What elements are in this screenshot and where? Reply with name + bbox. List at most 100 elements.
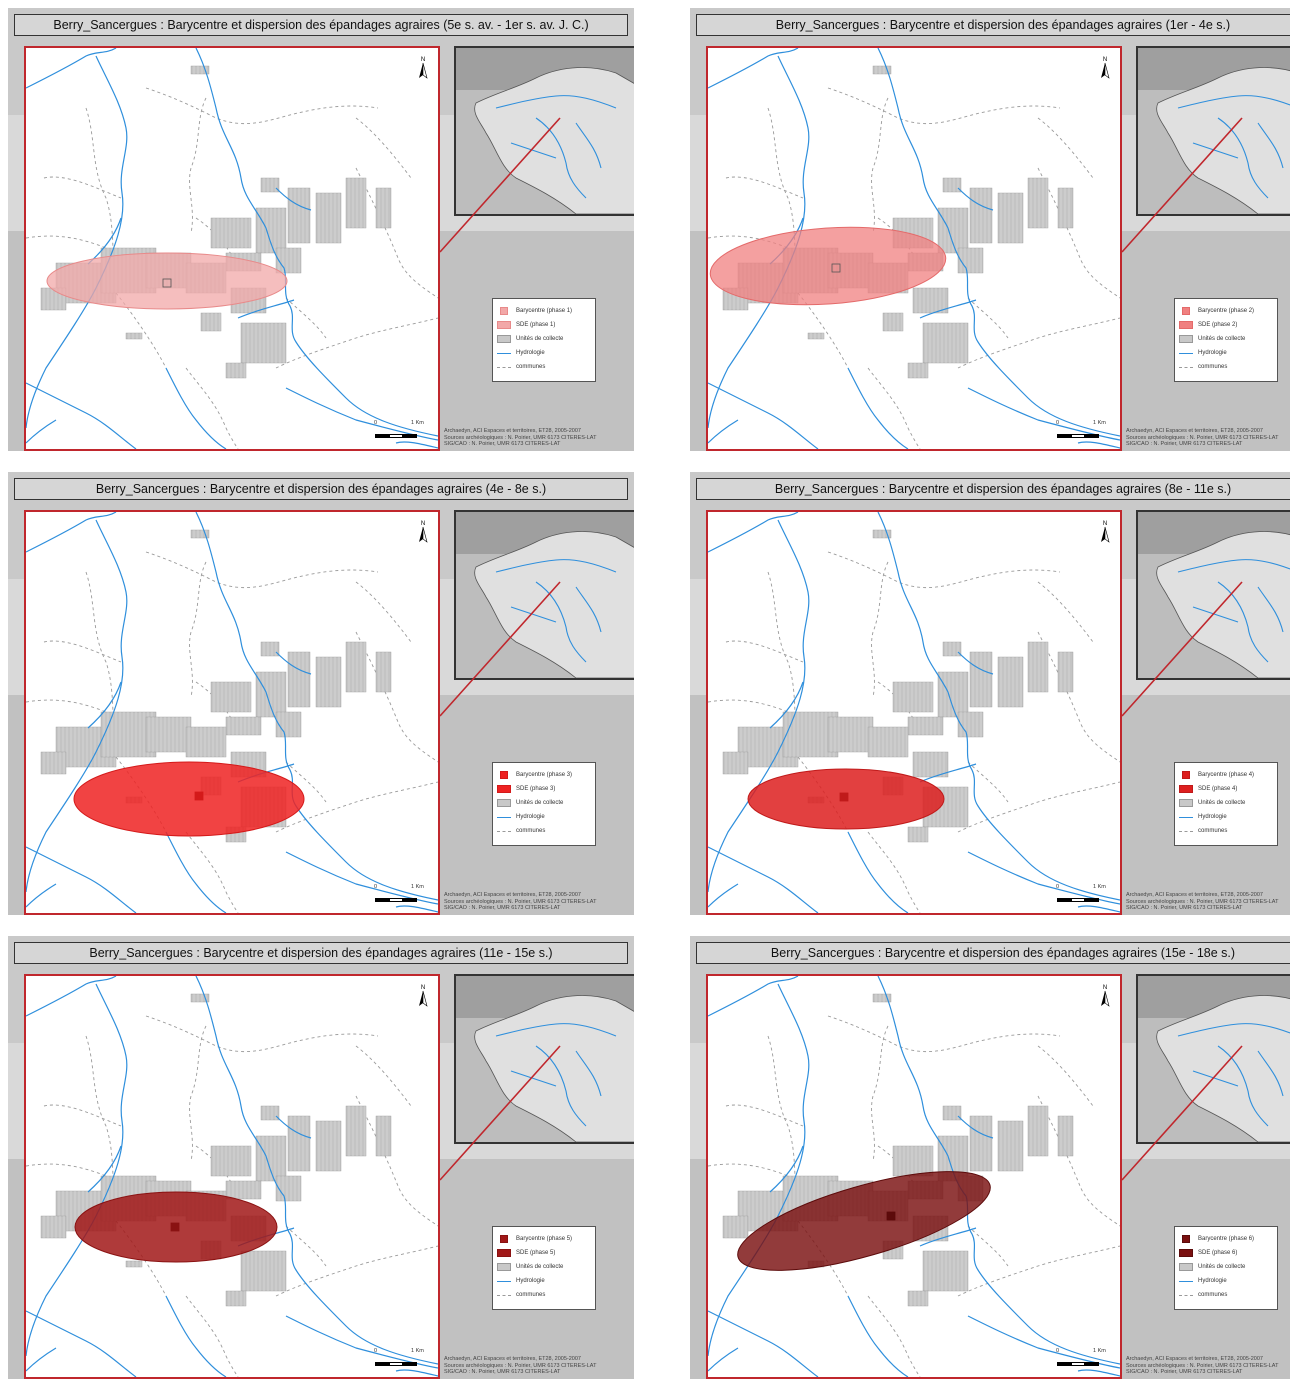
collection-unit	[225, 716, 262, 736]
collection-unit	[969, 651, 993, 708]
collection-unit	[240, 322, 287, 364]
sde-swatch-icon	[1179, 1249, 1193, 1257]
legend-item: Unités de collecte	[1179, 332, 1273, 346]
legend-label: Barycentre (phase 2)	[1198, 308, 1255, 314]
map-legend: Barycentre (phase 5) SDE (phase 5) Unités …	[492, 1226, 596, 1310]
collection-unit	[200, 312, 222, 332]
collection-unit	[1057, 1115, 1074, 1157]
svg-text:N: N	[421, 985, 425, 991]
svg-text:N: N	[1103, 57, 1107, 63]
collection-unit	[942, 1105, 962, 1121]
locator-canvas	[456, 512, 634, 678]
legend-item: Barycentre (phase 1)	[497, 304, 591, 318]
legend-item: Barycentre (phase 3)	[497, 768, 591, 782]
legend-label: Hydrologie	[1198, 814, 1227, 820]
legend-label: communes	[516, 828, 546, 834]
legend-item: Hydrologie	[497, 810, 591, 824]
collection-unit	[922, 1250, 969, 1292]
collection-unit	[892, 1145, 934, 1177]
legend-item: Hydrologie	[1179, 346, 1273, 360]
legend-item: communes	[1179, 360, 1273, 374]
north-arrow-icon: N	[1098, 54, 1112, 82]
locator-canvas	[1138, 48, 1290, 214]
hydrology-line-icon	[1179, 816, 1193, 818]
legend-item: Hydrologie	[1179, 1274, 1273, 1288]
map-credits: Archaedyn, ACI Espaces et territoires, E…	[444, 428, 634, 448]
collection-unit	[912, 751, 949, 778]
legend-label: Hydrologie	[1198, 1278, 1227, 1284]
locator-map	[1136, 974, 1290, 1144]
map-panel-phase-3: Berry_Sancergues : Barycentre et dispers…	[8, 472, 634, 915]
main-map	[24, 46, 440, 451]
legend-item: SDE (phase 1)	[497, 318, 591, 332]
collection-unit	[957, 711, 984, 738]
locator-map	[1136, 46, 1290, 216]
legend-label: SDE (phase 4)	[1198, 786, 1238, 792]
communes-line-icon	[497, 366, 511, 368]
barycentre-marker	[831, 263, 841, 273]
north-arrow-icon: N	[416, 982, 430, 1010]
collection-unit	[997, 656, 1024, 708]
north-arrow-icon: N	[416, 518, 430, 546]
legend-item: Barycentre (phase 5)	[497, 1232, 591, 1246]
map-legend: Barycentre (phase 4) SDE (phase 4) Unités …	[1174, 762, 1278, 846]
credit-line: SIG/CAO : N. Poirier, UMR 6173 CITERES-L…	[444, 441, 561, 447]
collection-unit	[210, 681, 252, 713]
scale-km-label: 1 Km	[1093, 884, 1106, 890]
collection-unit	[40, 1215, 67, 1239]
collection-unit	[345, 641, 367, 693]
map-canvas	[708, 976, 1120, 1377]
scale-bar: 0 1 Km	[1053, 884, 1109, 908]
sde-swatch-icon	[497, 785, 511, 793]
map-canvas	[26, 976, 438, 1377]
collection-unit	[315, 656, 342, 708]
legend-label: Barycentre (phase 5)	[516, 1236, 573, 1242]
collection-unit	[957, 247, 984, 274]
collection-unit	[260, 1105, 280, 1121]
map-credits: Archaedyn, ACI Espaces et territoires, E…	[1126, 1356, 1290, 1376]
sde-ellipse	[709, 226, 947, 306]
collection-units-swatch-icon	[1179, 799, 1193, 807]
communes-line-icon	[497, 1294, 511, 1296]
map-credits: Archaedyn, ACI Espaces et territoires, E…	[444, 1356, 634, 1376]
collection-unit	[1057, 651, 1074, 693]
barycentre-swatch-icon	[1182, 307, 1190, 315]
communes-line-icon	[1179, 830, 1193, 832]
credit-line: Archaedyn, ACI Espaces et territoires, E…	[444, 892, 581, 898]
credit-line: SIG/CAO : N. Poirier, UMR 6173 CITERES-L…	[1126, 441, 1243, 447]
barycentre-marker	[194, 791, 204, 801]
collection-unit	[125, 1260, 143, 1268]
legend-label: Unités de collecte	[1198, 336, 1246, 342]
collection-unit	[922, 322, 969, 364]
legend-label: Barycentre (phase 4)	[1198, 772, 1255, 778]
legend-label: Hydrologie	[516, 350, 545, 356]
collection-unit	[937, 207, 969, 254]
hydrology-line-icon	[497, 1280, 511, 1282]
legend-label: Hydrologie	[516, 1278, 545, 1284]
map-panel-phase-2: Berry_Sancergues : Barycentre et dispers…	[690, 8, 1290, 451]
collection-unit	[125, 332, 143, 340]
legend-label: Unités de collecte	[516, 800, 564, 806]
legend-label: Hydrologie	[516, 814, 545, 820]
legend-label: Barycentre (phase 6)	[1198, 1236, 1255, 1242]
collection-units-swatch-icon	[497, 799, 511, 807]
collection-unit	[722, 751, 749, 775]
credit-line: Sources archéologiques : N. Poirier, UMR…	[1126, 1362, 1279, 1369]
barycentre-swatch-icon	[500, 771, 508, 779]
map-title: Berry_Sancergues : Barycentre et dispers…	[14, 478, 628, 500]
legend-label: SDE (phase 3)	[516, 786, 556, 792]
scale-bar: 0 1 Km	[371, 1348, 427, 1372]
map-canvas	[708, 512, 1120, 913]
collection-unit	[275, 711, 302, 738]
scale-km-label: 1 Km	[411, 884, 424, 890]
collection-unit	[942, 641, 962, 657]
barycentre-swatch-icon	[500, 307, 508, 315]
map-title: Berry_Sancergues : Barycentre et dispers…	[696, 478, 1290, 500]
sde-swatch-icon	[1179, 785, 1193, 793]
collection-unit	[907, 1290, 929, 1307]
scale-bar: 0 1 Km	[371, 884, 427, 908]
hydrology-line-icon	[497, 816, 511, 818]
collection-unit	[907, 362, 929, 379]
communes-line-icon	[1179, 1294, 1193, 1296]
legend-label: communes	[1198, 364, 1228, 370]
